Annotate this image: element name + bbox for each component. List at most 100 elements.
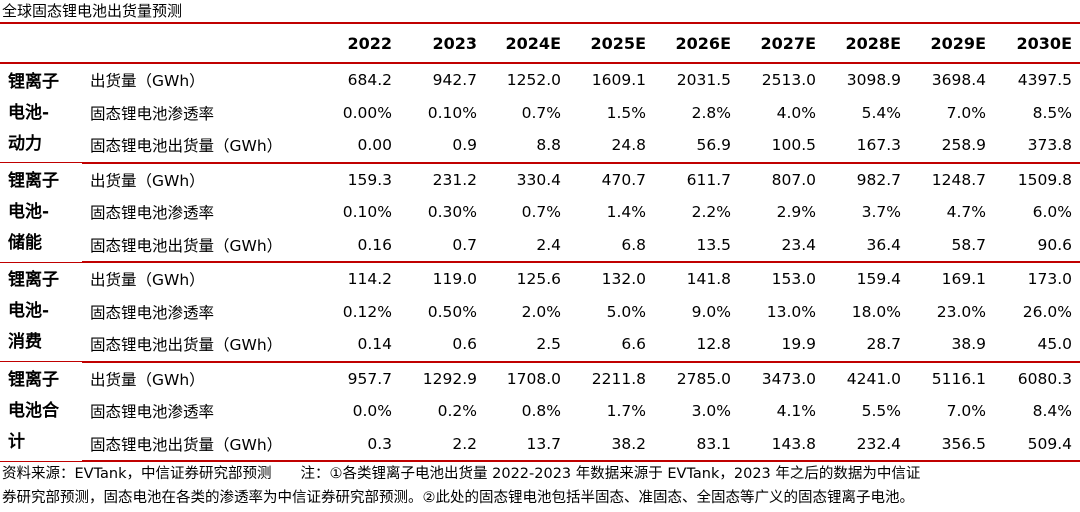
table-cell-value: 5.5%	[861, 402, 901, 421]
metric-label: 出货量（GWh）	[90, 370, 205, 389]
group-label-line: 电池合	[8, 400, 59, 421]
table-cell-value: 3473.0	[761, 369, 816, 388]
table-cell-value: 45.0	[994, 328, 1080, 363]
table-cell-value: 26.0%	[1022, 302, 1072, 321]
table-cell-value: 0.10%	[342, 203, 392, 222]
table-cell-value: 1252.0	[506, 71, 561, 90]
table-cell-value: 0.10%	[427, 103, 477, 122]
group-label-line: 储能	[8, 232, 42, 253]
table-cell-value: 957.7	[347, 369, 392, 388]
table-cell-value: 1.7%	[606, 402, 646, 421]
table-cell-value: 3098.9	[846, 71, 901, 90]
table-cell-value: 7.0%	[946, 402, 986, 421]
table-row: 锂离子 电池- 消费 出货量（GWh） 114.2 119.0 125.6 132.0 141.…	[0, 262, 1080, 362]
table-cell-value: 4.0%	[776, 103, 816, 122]
table-cell-value: 167.3	[824, 129, 909, 164]
table-cell-value: 807.0	[771, 170, 816, 189]
table-cell-value: 2.8%	[691, 103, 731, 122]
header-year: 2023	[400, 22, 485, 64]
table-row: 锂离子 电池- 储能 出货量（GWh） 159.3 231.2 330.4 470.7 611.…	[0, 162, 1080, 263]
table-cell-value: 24.8	[569, 129, 654, 164]
table-row: 固态锂电池渗透率 0.00% 0.10% 0.7% 1.5% 2.8% 4.0% 5.4% 7.…	[0, 97, 1080, 130]
header-blank-group	[0, 22, 82, 64]
table-cell-value: 611.7	[686, 170, 731, 189]
table-cell-value: 1.4%	[606, 203, 646, 222]
table-row: 锂离子 电池- 动力 出货量（GWh） 684.2 942.7 1252.0 1609.1 20…	[0, 63, 1080, 163]
table-row: 固态锂电池出货量（GWh） 0.14 0.6 2.5 6.6 12.8 19.9 28.7 38…	[0, 328, 1080, 363]
table-cell-value: 2785.0	[676, 369, 731, 388]
table-cell-value: 173.0	[1027, 270, 1072, 289]
table-cell-value: 0.3	[307, 427, 400, 462]
table-cell-value: 143.8	[739, 427, 824, 462]
metric-label: 固态锂电池出货量（GWh）	[82, 228, 307, 263]
table-row: 锂离子 电池合计出货量（GWh） 957.7 1292.9 1708.0 2211.8 27…	[0, 361, 1080, 462]
table-cell-value: 3.7%	[861, 203, 901, 222]
table-cell-value: 0.7	[400, 228, 485, 263]
table-cell-value: 0.2%	[437, 402, 477, 421]
table-cell-value: 13.7	[485, 427, 569, 462]
table-cell-value: 6.6	[569, 328, 654, 363]
table-cell-value: 159.3	[347, 170, 392, 189]
table-cell-value: 330.4	[516, 170, 561, 189]
table-cell-value: 5116.1	[931, 369, 986, 388]
metric-label: 固态锂电池出货量（GWh）	[82, 129, 307, 164]
table-row: 固态锂电池渗透率 0.12% 0.50% 2.0% 5.0% 9.0% 13.0% 18.0%…	[0, 296, 1080, 329]
group-label-line: 电池-	[8, 201, 50, 222]
group-label-line: 电池-	[8, 301, 50, 322]
table-cell-value: 141.8	[686, 270, 731, 289]
group-label-line: 锂离子	[8, 170, 59, 191]
table-cell-value: 2.5	[485, 328, 569, 363]
table-cell-value: 3698.4	[931, 71, 986, 90]
table-cell-value: 2031.5	[676, 71, 731, 90]
table-cell-value: 0.14	[307, 328, 400, 363]
table-cell-value: 6.0%	[1032, 203, 1072, 222]
group-label-line: 消费	[8, 332, 42, 353]
table-cell-value: 0.8%	[521, 402, 561, 421]
metric-label: 出货量（GWh）	[90, 72, 205, 91]
metric-label: 固态锂电池渗透率	[90, 104, 215, 123]
table-cell-value: 0.16	[307, 228, 400, 263]
group-label-line: 锂离子	[8, 270, 59, 291]
group-label-line: 锂离子	[8, 369, 59, 390]
metric-label: 固态锂电池出货量（GWh）	[82, 427, 307, 462]
group-label-line: 锂离子	[8, 71, 59, 92]
table-cell-value: 942.7	[432, 71, 477, 90]
table-cell-value: 9.0%	[691, 302, 731, 321]
table-row: 固态锂电池渗透率 0.10% 0.30% 0.7% 1.4% 2.2% 2.9% 3.7% 4.…	[0, 196, 1080, 229]
table-cell-value: 169.1	[941, 270, 986, 289]
table-cell-value: 58.7	[909, 228, 994, 263]
table-cell-value: 19.9	[739, 328, 824, 363]
remark-note: 券研究部预测，固态电池在各类的渗透率为中信证券研究部预测。②此处的固态锂电池包括…	[2, 490, 914, 506]
table-cell-value: 56.9	[654, 129, 739, 164]
table-cell-value: 8.4%	[1032, 402, 1072, 421]
table-cell-value: 231.2	[432, 170, 477, 189]
table-cell-value: 114.2	[347, 270, 392, 289]
table-cell-value: 18.0%	[851, 302, 901, 321]
table-cell-value: 982.7	[856, 170, 901, 189]
table-cell-value: 159.4	[856, 270, 901, 289]
source-note: 资料来源：EVTank，中信证券研究部预测 注：①各类锂离子电池出货量 2022…	[2, 466, 921, 482]
group-label: 锂离子 电池- 动力	[0, 63, 82, 163]
table-cell-value: 3.0%	[691, 402, 731, 421]
table-cell-value: 0.6	[400, 328, 485, 363]
table-row: 固态锂电池出货量（GWh） 0.16 0.7 2.4 6.8 13.5 23.4 36.4 58…	[0, 228, 1080, 263]
table-cell-value: 1292.9	[422, 369, 477, 388]
metric-label: 固态锂电池渗透率	[90, 303, 215, 322]
table-cell-value: 100.5	[739, 129, 824, 164]
metric-label: 固态锂电池渗透率	[90, 403, 215, 422]
table-cell-value: 38.2	[569, 427, 654, 462]
table-cell-value: 119.0	[432, 270, 477, 289]
table-cell-value: 0.00%	[342, 103, 392, 122]
footer-notes: 资料来源：EVTank，中信证券研究部预测 注：①各类锂离子电池出货量 2022…	[2, 462, 1080, 510]
forecast-table: 2022 2023 2024E 2025E 2026E 2027E 2028E …	[0, 22, 1080, 462]
table-cell-value: 6.8	[569, 228, 654, 263]
header-year: 2028E	[824, 22, 909, 64]
table-cell-value: 6080.3	[1017, 369, 1072, 388]
table-cell-value: 470.7	[601, 170, 646, 189]
table-cell-value: 373.8	[994, 129, 1080, 164]
header-blank-metric	[82, 22, 307, 64]
table-cell-value: 23.4	[739, 228, 824, 263]
table-cell-value: 2.0%	[521, 302, 561, 321]
table-cell-value: 2513.0	[761, 71, 816, 90]
table-cell-value: 1509.8	[1017, 170, 1072, 189]
